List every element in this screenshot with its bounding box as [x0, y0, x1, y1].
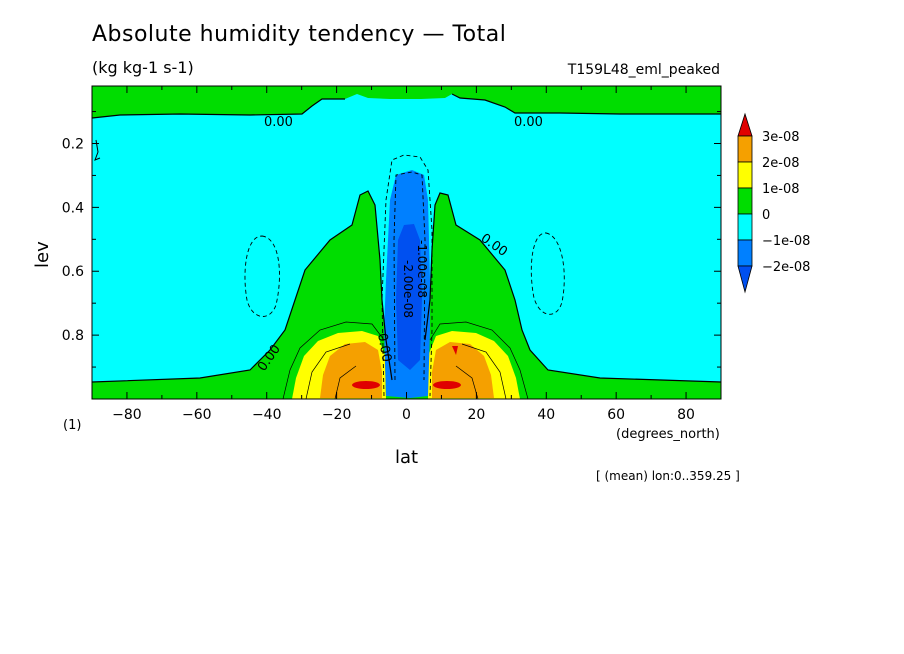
footnote: [ (mean) lon:0..359.25 ]	[596, 469, 740, 483]
x-axis-label: lat	[395, 447, 418, 468]
y-axis-label: lev	[32, 241, 53, 268]
colorbar-swatch	[737, 213, 753, 241]
x-tick-label: −60	[182, 407, 212, 423]
chart-units: (kg kg-1 s-1)	[92, 58, 194, 77]
y-tick-label: 0.2	[62, 136, 84, 152]
chart-title: Absolute humidity tendency — Total	[92, 22, 507, 47]
colorbar: 3e-08 2e-08 1e-08 0 −1e-08 −2e-08	[737, 112, 810, 294]
x-tick-label: 40	[537, 407, 555, 423]
colorbar-label: 2e-08	[762, 156, 800, 171]
x-axis-units: (degrees_north)	[616, 427, 720, 442]
region-deep-blue-core	[396, 224, 422, 370]
y-axis: 0.2 0.4 0.6 0.8	[62, 111, 721, 368]
x-tick-label: 20	[467, 407, 485, 423]
colorbar-label: 1e-08	[762, 182, 800, 197]
contour-lines	[92, 93, 721, 399]
y-tick-label: 0.8	[62, 328, 84, 344]
colorbar-swatch	[737, 135, 753, 163]
x-tick-label: −40	[252, 407, 282, 423]
colorbar-bottom-arrow	[737, 265, 753, 294]
colorbar-label: 0	[762, 208, 770, 223]
x-tick-label: 0	[402, 407, 411, 423]
x-tick-label: −80	[112, 407, 142, 423]
colorbar-label: 3e-08	[762, 130, 800, 145]
colorbar-swatch	[737, 161, 753, 189]
x-tick-label: −20	[322, 407, 352, 423]
colorbar-swatch	[737, 187, 753, 215]
contour-label: -2.00e-08	[401, 260, 415, 318]
colorbar-label: −2e-08	[762, 260, 810, 275]
contour-left-edge	[94, 139, 101, 161]
x-tick-label: 60	[607, 407, 625, 423]
contour-zero-lower-right	[424, 192, 721, 383]
x-tick-label: 80	[677, 407, 695, 423]
region-red-right-small	[452, 346, 458, 355]
contour-label: 0.00	[514, 115, 543, 130]
y-tick-label: 0.6	[62, 264, 84, 280]
contour-neg-left-oval	[244, 235, 280, 317]
y-axis-units: (1)	[63, 418, 81, 433]
contour-zero-lower	[92, 190, 393, 383]
colorbar-swatch	[737, 239, 753, 267]
contour-label: 0.00	[374, 332, 394, 363]
filled-contours	[92, 86, 721, 399]
y-tick-label: 0.4	[62, 200, 84, 216]
colorbar-top-arrow	[737, 112, 753, 137]
region-top-green	[92, 86, 721, 118]
region-red-left	[352, 381, 380, 389]
contour-neg-column-inner	[393, 171, 426, 381]
region-red-right	[433, 381, 461, 389]
contour-neg-right-oval	[530, 232, 565, 315]
contour-label: -1.00e-08	[415, 240, 429, 298]
colorbar-label: −1e-08	[762, 234, 810, 249]
run-label: T159L48_eml_peaked	[567, 62, 720, 78]
contour-label: 0.00	[264, 115, 293, 130]
contour-zero-top	[92, 93, 721, 119]
x-axis: −80 −60 −40 −20 0 20 40 60 80	[91, 86, 722, 423]
